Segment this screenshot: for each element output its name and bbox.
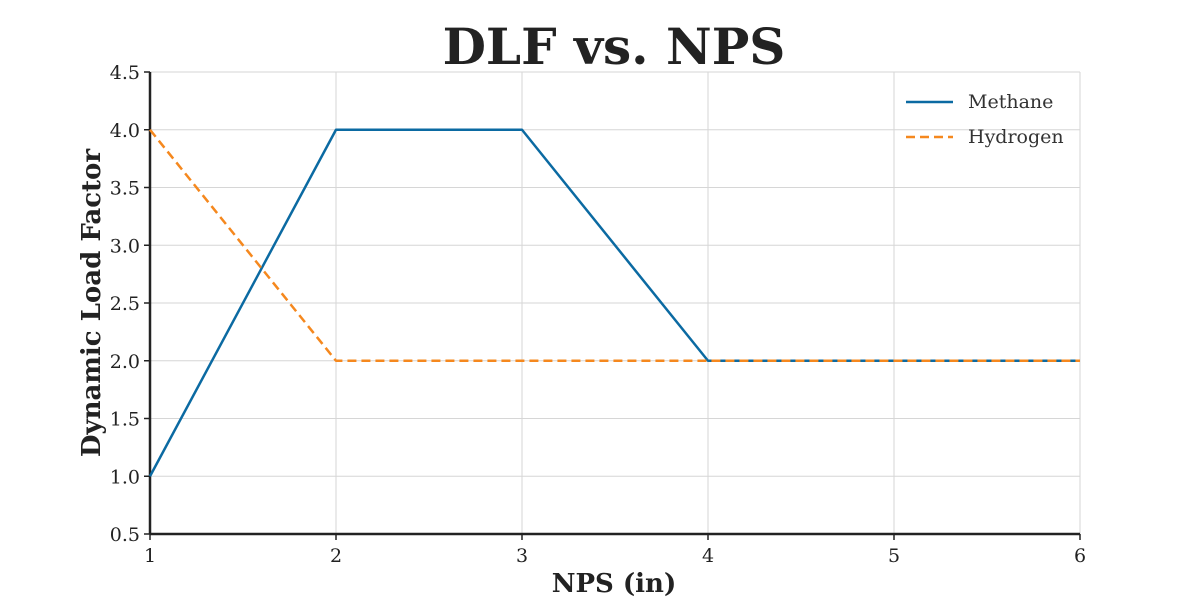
y-axis-ticks: 0.5 1.0 1.5 2.0 2.5 3.0 3.5 4.0 4.5	[110, 62, 150, 546]
y-tick-label: 4.0	[110, 120, 140, 142]
y-tick-label: 1.5	[110, 409, 140, 431]
series-lines	[148, 128, 1080, 477]
y-tick-label: 4.5	[110, 62, 140, 84]
series-line-hydrogen	[149, 128, 1080, 362]
grid	[149, 71, 1081, 535]
legend-label-hydrogen: Hydrogen	[968, 126, 1064, 148]
y-axis-label: Dynamic Load Factor	[77, 149, 107, 457]
y-tick-label: 3.5	[110, 178, 140, 200]
x-tick-label: 3	[516, 545, 528, 567]
y-tick-label: 0.5	[110, 524, 140, 546]
y-tick-label: 1.0	[110, 466, 140, 488]
legend: Methane Hydrogen	[906, 91, 1064, 148]
x-tick-label: 6	[1074, 545, 1086, 567]
legend-label-methane: Methane	[968, 91, 1053, 113]
x-axis-label: NPS (in)	[552, 569, 677, 599]
chart-title: DLF vs. NPS	[443, 17, 786, 76]
x-tick-label: 2	[330, 545, 342, 567]
x-axis-ticks: 1 2 3 4 5 6	[144, 534, 1086, 567]
x-tick-label: 4	[702, 545, 714, 567]
y-tick-label: 3.0	[110, 235, 140, 257]
x-tick-label: 1	[144, 545, 156, 567]
y-tick-label: 2.0	[110, 351, 140, 373]
y-tick-label: 2.5	[110, 293, 140, 315]
x-tick-label: 5	[888, 545, 900, 567]
